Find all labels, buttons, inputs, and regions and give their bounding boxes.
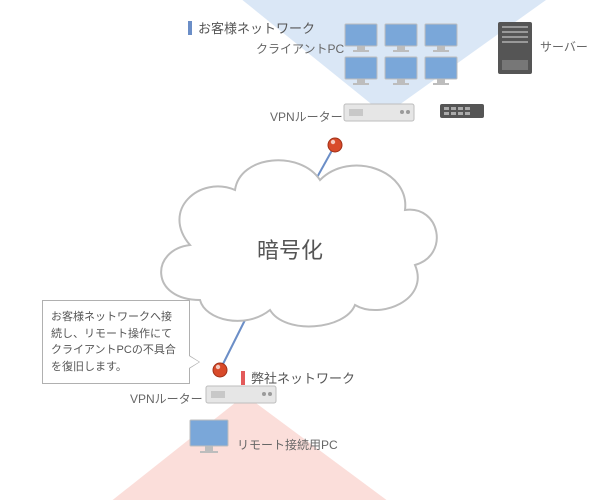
- client-pc-label: クライアントPC: [256, 40, 344, 57]
- callout-text: お客様ネットワークへ接続し、リモート操作にてクライアントPCの不具合を復旧します…: [51, 311, 176, 373]
- conn-dot-bottom: [213, 363, 227, 377]
- callout-box: お客様ネットワークへ接続し、リモート操作にてクライアントPCの不具合を復旧します…: [42, 300, 190, 384]
- vpn-router-bottom-icon: [206, 386, 276, 403]
- server-icon: [498, 22, 532, 74]
- remote-pc-label: リモート接続用PC: [237, 436, 338, 453]
- customer-section-bar: [188, 21, 192, 35]
- conn-dot-top: [328, 138, 342, 152]
- cloud-label: 暗号化: [257, 238, 323, 263]
- vpn-bottom-label: VPNルーター: [130, 390, 203, 407]
- cloud-icon: 暗号化: [161, 160, 437, 326]
- vpn-router-top-icon: [344, 104, 414, 121]
- company-section-bar: [241, 371, 245, 385]
- customer-section-title: お客様ネットワーク: [198, 18, 315, 37]
- diagram-canvas: 暗号化: [0, 0, 600, 500]
- switch-icon: [440, 104, 484, 118]
- company-section-title: 弊社ネットワーク: [251, 368, 355, 387]
- server-label: サーバー: [540, 38, 588, 55]
- vpn-top-label: VPNルーター: [270, 108, 343, 125]
